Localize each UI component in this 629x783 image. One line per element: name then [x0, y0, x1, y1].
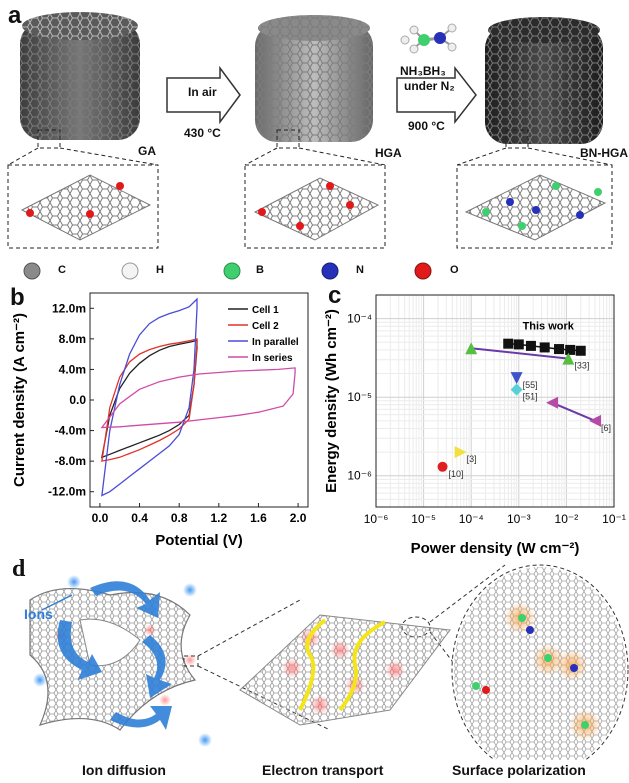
y-tick-label: 10⁻⁴ — [347, 312, 372, 326]
graphene-sheet-electron — [239, 614, 451, 726]
x-tick-label: 0.0 — [92, 511, 109, 525]
arrow1-line1: In air — [188, 85, 217, 99]
legend-h: H — [156, 264, 164, 276]
this-work-point — [513, 339, 524, 350]
y-tick-label: 4.0m — [59, 362, 86, 376]
ref-line — [471, 347, 569, 360]
legend-b: B — [256, 264, 264, 276]
ref-line — [551, 401, 596, 422]
label-ga: GA — [138, 144, 156, 158]
ref-point — [589, 414, 602, 427]
y-tick-label: 12.0m — [52, 301, 86, 315]
arrow2-line2: under N₂ — [404, 79, 455, 93]
label-hga: HGA — [375, 146, 402, 160]
this-work-point — [503, 338, 514, 349]
x-tick-label: 2.0 — [290, 511, 307, 525]
this-work-label: This work — [523, 321, 575, 333]
arrow2-line3: 900 °C — [408, 119, 445, 133]
surface-polarization-zoom — [451, 564, 629, 760]
this-work-point — [554, 344, 565, 355]
caption-surface-polarization: Surface polarization — [452, 762, 586, 778]
ref-point — [454, 446, 467, 459]
ref-label: [10] — [449, 469, 464, 479]
ragone-chart: 10⁻⁶ 10⁻⁵ 10⁻⁴ 10⁻³ 10⁻² 10⁻¹ 10⁻⁴ 10⁻⁵ 10⁻⁶ Powe… — [323, 294, 626, 557]
arrow1-line2: 430 °C — [184, 126, 221, 140]
legend-n: N — [356, 264, 364, 276]
ion-arrows — [57, 581, 172, 730]
y-tick-label: 10⁻⁵ — [347, 390, 372, 404]
ammonia-borane-molecule-icon — [400, 23, 457, 54]
ref-label: [51] — [523, 392, 538, 402]
cv-chart: 0.0 0.4 0.8 1.2 1.6 2.0 12.0m 8.0m 4.0m 0.0 -4.0m -… — [11, 292, 309, 549]
x-tick-label: 10⁻¹ — [602, 512, 626, 526]
panel-d-letter: d — [12, 556, 26, 582]
legend-o: O — [450, 264, 459, 276]
caption-electron-transport: Electron transport — [262, 762, 384, 778]
legend-c: C — [58, 264, 66, 276]
plot-frame — [375, 294, 615, 508]
y-axis-title: Energy density (Wh cm⁻²) — [323, 309, 340, 493]
x-tick-label: 1.2 — [210, 511, 227, 525]
label-bn-hga: BN-HGA — [580, 146, 628, 160]
panel-b-letter: b — [10, 284, 25, 311]
ref-point — [437, 461, 448, 472]
legend-label: In series — [252, 353, 293, 364]
ga-graphene-sheet — [20, 174, 152, 241]
bn-hga-graphene-sheet — [464, 174, 607, 241]
y-axis-title: Current density (A cm⁻²) — [11, 313, 28, 487]
ref-point — [465, 342, 478, 355]
y-tick-label: 0.0 — [69, 393, 86, 407]
arrow-in-air — [166, 65, 241, 125]
y-tick-label: -12.0m — [48, 485, 86, 499]
y-tick-label: 10⁻⁶ — [347, 469, 372, 483]
ref-label: [55] — [523, 380, 538, 390]
ref-point — [546, 396, 559, 409]
panel-a-letter: a — [8, 2, 22, 29]
caption-ion-diffusion: Ion diffusion — [82, 762, 166, 778]
ref-label: [3] — [467, 454, 477, 464]
hga-graphene-sheet — [253, 177, 380, 241]
legend-label: In parallel — [252, 337, 299, 348]
ions-label: Ions — [24, 606, 53, 622]
this-work-point — [539, 342, 550, 353]
x-tick-label: 10⁻³ — [507, 512, 531, 526]
cv-curve-cell-2 — [101, 338, 198, 462]
x-tick-label: 0.4 — [131, 511, 148, 525]
arrow-nh3bh3 — [396, 65, 477, 125]
ref-point — [510, 383, 523, 396]
ga-aerogel-cylinder — [20, 12, 140, 140]
x-tick-label: 10⁻² — [555, 512, 579, 526]
panel-d-graphic — [29, 564, 629, 760]
ref-label: [6] — [601, 423, 611, 433]
y-tick-label: 8.0m — [59, 332, 86, 346]
x-axis-title: Power density (W cm⁻²) — [411, 540, 580, 557]
x-tick-label: 10⁻⁵ — [411, 512, 436, 526]
this-work-point — [575, 345, 586, 356]
y-tick-label: -4.0m — [55, 424, 86, 438]
legend-label: Cell 1 — [252, 305, 279, 316]
cv-curve-in-parallel — [101, 297, 198, 497]
x-tick-label: 10⁻⁶ — [364, 512, 389, 526]
panel-c-letter: c — [328, 282, 342, 309]
ref-point — [510, 372, 523, 385]
hga-aerogel-cylinder — [255, 15, 373, 142]
x-tick-label: 10⁻⁴ — [459, 512, 484, 526]
x-axis-title: Potential (V) — [155, 532, 243, 549]
legend-label: Cell 2 — [252, 321, 279, 332]
this-work-point — [525, 340, 536, 351]
panel-a-graphic — [7, 12, 613, 249]
this-work-point — [565, 344, 576, 355]
x-tick-label: 1.6 — [250, 511, 267, 525]
ref-label: [33] — [574, 361, 589, 371]
ref-point — [562, 352, 575, 365]
bn-hga-aerogel-cylinder — [485, 17, 603, 144]
x-tick-label: 0.8 — [171, 511, 188, 525]
cv-curve-in-series — [100, 367, 296, 429]
y-tick-label: -8.0m — [55, 454, 86, 468]
arrow2-line1: NH₃BH₃ — [400, 64, 446, 78]
